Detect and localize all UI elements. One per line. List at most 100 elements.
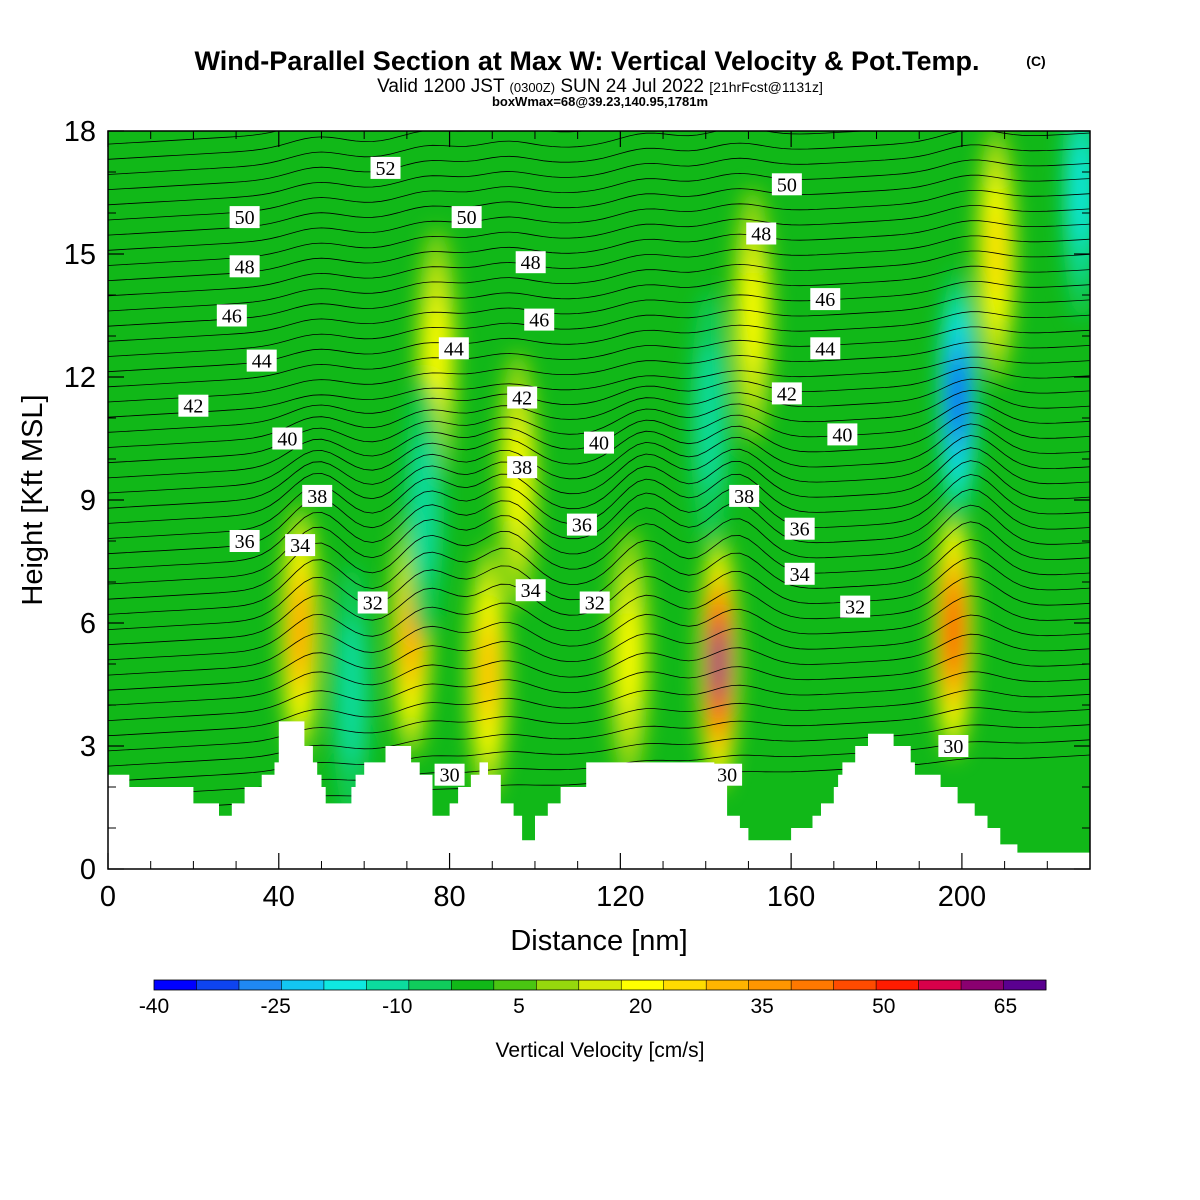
velocity-core xyxy=(1072,137,1090,248)
theta-label-text: 50 xyxy=(457,207,477,229)
theta-contour-line xyxy=(108,435,1090,524)
colorbar-tick-labels: -40 -25 -10 5 20 35 50 65 xyxy=(139,995,1017,1018)
colorbar-tick-label: 65 xyxy=(994,995,1017,1018)
theta-label-box xyxy=(357,591,388,614)
theta-contour-line xyxy=(108,689,1090,752)
theta-contour-line xyxy=(108,447,1090,539)
theta-contour-line xyxy=(108,488,1090,585)
colorbar-swatch xyxy=(493,980,537,990)
theta-contour-line xyxy=(108,576,1090,661)
theta-label-text: 42 xyxy=(183,396,203,418)
colorbar-swatch xyxy=(281,980,325,990)
y-tick-label: 0 xyxy=(80,854,96,886)
theta-contour-line xyxy=(108,159,1090,221)
theta-contour-label: 42 xyxy=(178,394,209,418)
theta-label-box xyxy=(746,222,777,245)
theta-label-text: 52 xyxy=(376,158,396,180)
plot-area: 52 50 48 46 44 42 40 38 36 34 32 30 50 48 46 44 42 40 38 36… xyxy=(108,131,1090,869)
theta-contour-line xyxy=(108,131,279,145)
theta-label-box xyxy=(246,349,277,372)
theta-contours xyxy=(108,131,1090,812)
velocity-core xyxy=(698,345,723,491)
theta-label-text: 50 xyxy=(777,174,797,196)
theta-contour-line xyxy=(108,220,1090,281)
theta-label-box xyxy=(216,304,247,327)
theta-contour-label: 40 xyxy=(272,427,303,451)
theta-contour-label: 48 xyxy=(746,222,777,246)
theta-label-box xyxy=(507,386,538,409)
plot-background xyxy=(108,131,1090,869)
theta-label-text: 34 xyxy=(521,580,541,602)
theta-contour-label: 48 xyxy=(515,251,546,274)
colorbar xyxy=(153,979,1047,991)
theta-contour-label: 36 xyxy=(229,530,260,553)
theta-label-box xyxy=(712,763,743,786)
theta-contour-line xyxy=(108,281,1090,342)
colorbar-swatch xyxy=(833,980,877,990)
theta-contour-label: 38 xyxy=(302,484,333,508)
theta-contour-label: 34 xyxy=(285,534,316,557)
theta-label-box xyxy=(784,517,815,540)
theta-label-box xyxy=(584,431,614,454)
theta-contour-line xyxy=(108,423,1090,509)
theta-contour-label: 46 xyxy=(216,304,247,328)
theta-contour-line xyxy=(108,131,587,160)
theta-contour-label: 30 xyxy=(434,763,465,787)
colorbar-tick-label: -10 xyxy=(382,995,412,1018)
theta-contour-label: 40 xyxy=(827,423,858,446)
theta-label-box xyxy=(302,484,333,507)
theta-label-text: 34 xyxy=(290,535,310,557)
theta-label-text: 40 xyxy=(277,429,297,451)
velocity-core xyxy=(411,435,436,582)
x-tick-labels: 0 40 80 120 160 200 xyxy=(100,881,986,913)
theta-contour-line xyxy=(108,378,1090,448)
theta-label-box xyxy=(229,255,260,278)
theta-label-box xyxy=(272,427,303,450)
theta-contour-line xyxy=(108,356,1090,418)
theta-label-box xyxy=(229,206,260,229)
theta-contour-label: 46 xyxy=(810,288,841,311)
theta-contour-label: 38 xyxy=(507,456,538,479)
theta-contour-label: 34 xyxy=(515,579,546,602)
colorbar-swatch xyxy=(578,980,622,990)
velocity-core xyxy=(947,599,960,663)
theta-label-text: 40 xyxy=(832,424,852,446)
theta-contour-line xyxy=(108,671,1090,737)
theta-label-text: 36 xyxy=(235,531,255,553)
theta-label-box xyxy=(515,579,546,602)
x-axis-label: Distance [nm] xyxy=(510,925,687,957)
theta-label-text: 38 xyxy=(307,486,327,508)
theta-contour-line xyxy=(108,341,1090,403)
theta-contour-line xyxy=(108,296,1090,357)
theta-contour-label: 38 xyxy=(729,484,760,508)
axis-ticks xyxy=(107,130,1090,870)
theta-label-box xyxy=(771,173,802,196)
theta-contour-line xyxy=(108,474,1090,570)
theta-label-text: 46 xyxy=(529,310,549,332)
colorbar-swatch xyxy=(196,980,240,990)
theta-label-box xyxy=(938,735,969,757)
colorbar-swatch xyxy=(621,980,665,990)
theta-contour-line xyxy=(108,633,1090,706)
x-tick-label: 40 xyxy=(263,881,295,913)
theta-label-box xyxy=(451,206,482,229)
y-tick-label: 12 xyxy=(64,362,96,394)
theta-label-text: 36 xyxy=(572,515,592,537)
chart-subtitle: Valid 1200 JST (0300Z) SUN 24 Jul 2022 [… xyxy=(377,76,823,97)
theta-contour-label: 42 xyxy=(771,382,802,405)
velocity-core xyxy=(508,424,528,535)
theta-contour-label: 30 xyxy=(938,735,969,758)
theta-contour-label: 50 xyxy=(229,206,260,229)
theta-label-text: 32 xyxy=(585,593,605,615)
theta-label-text: 36 xyxy=(790,519,810,541)
theta-contour-line xyxy=(108,326,1090,388)
velocity-core xyxy=(427,301,447,412)
theta-contour-line xyxy=(108,412,1090,494)
valid-date: SUN 24 Jul 2022 xyxy=(560,76,704,97)
colorbar-swatch xyxy=(961,980,1005,990)
theta-label-box xyxy=(285,534,316,557)
colorbar-frame xyxy=(153,979,1047,991)
theta-contour-line xyxy=(108,504,1090,600)
theta-label-text: 50 xyxy=(235,207,255,229)
